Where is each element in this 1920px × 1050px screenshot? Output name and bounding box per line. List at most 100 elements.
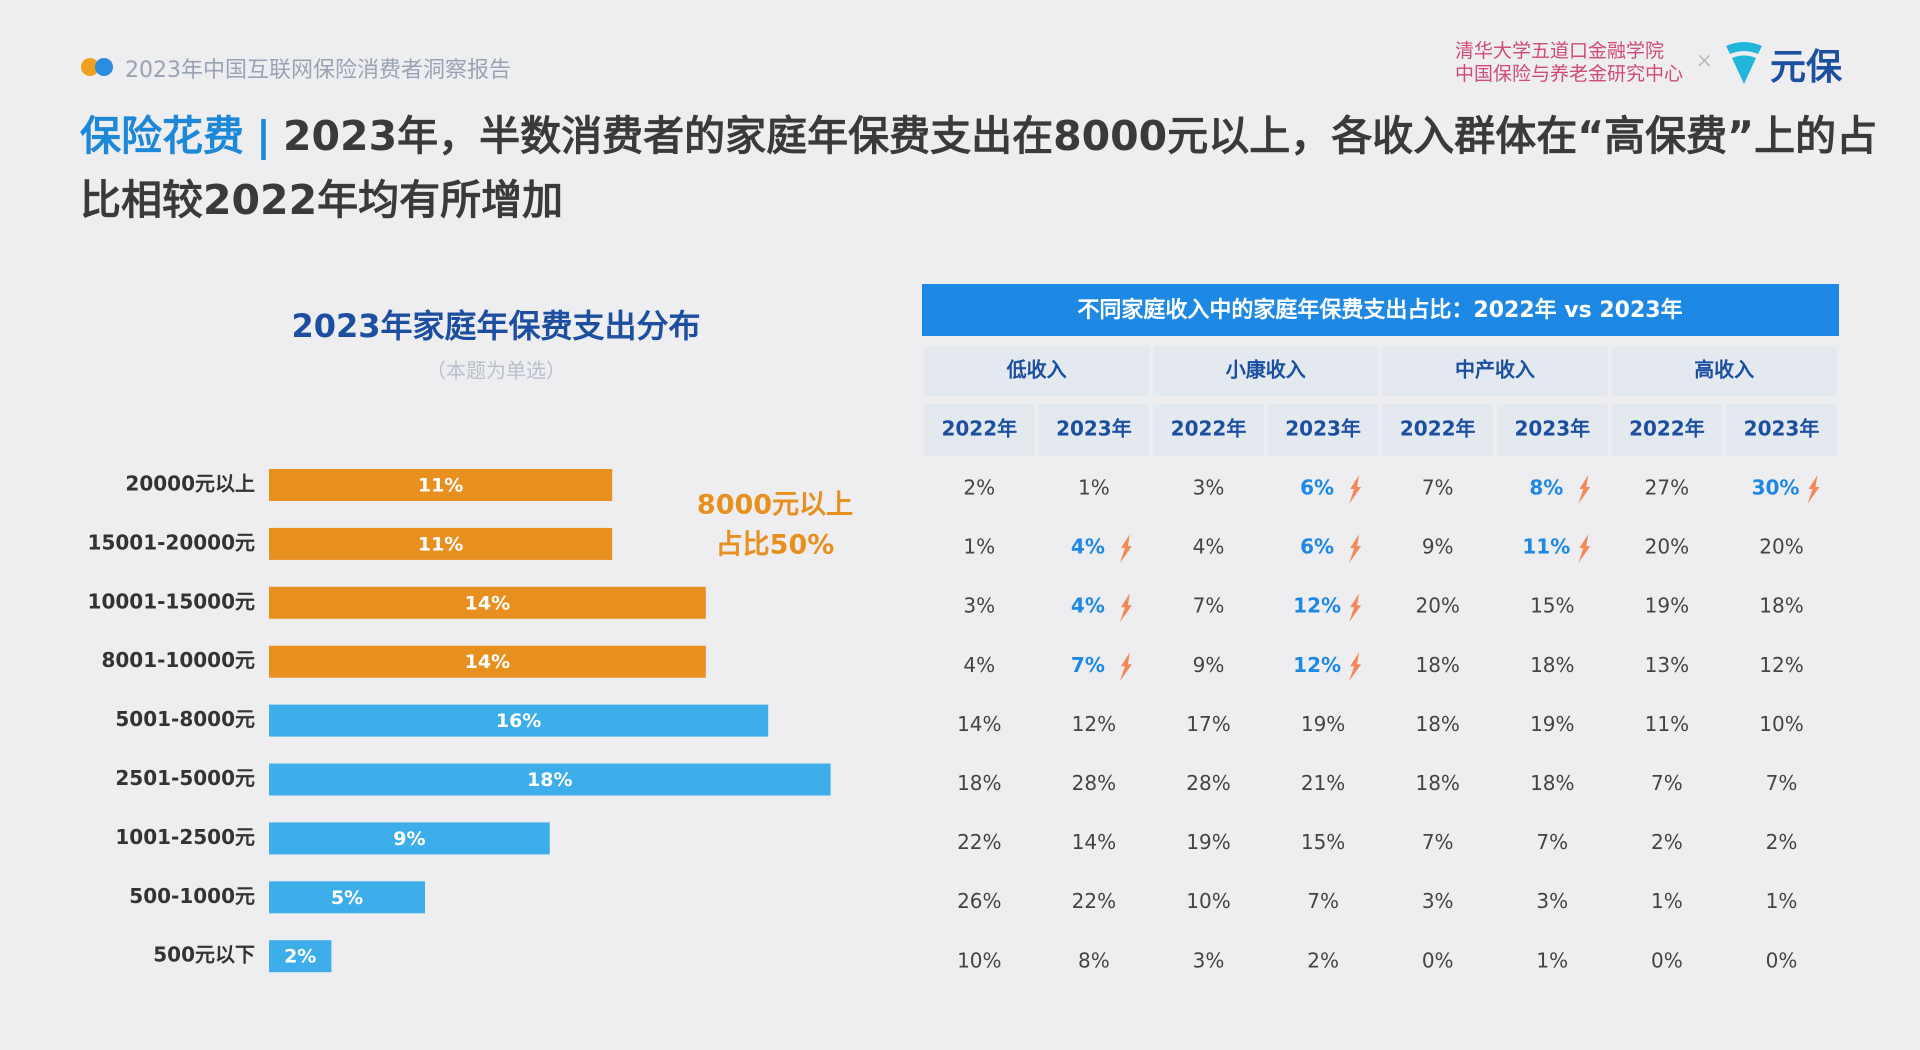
table-cell: 17% <box>1186 712 1230 736</box>
bar <box>269 822 550 855</box>
table-cell: 19% <box>1530 712 1574 736</box>
table-cell: 2% <box>963 476 995 500</box>
table-cell: 14% <box>957 712 1001 736</box>
annotation: 8000元以上 <box>697 490 853 521</box>
category-label: 8001-10000元 <box>101 648 255 672</box>
brand: 元保 <box>1770 47 1843 88</box>
category-label: 5001-8000元 <box>115 707 255 731</box>
table-cell: 4% <box>1071 594 1105 618</box>
table-cell: 7% <box>1651 771 1683 795</box>
table-cell: 30% <box>1752 476 1800 500</box>
bar <box>269 704 769 737</box>
value-label: 5% <box>331 887 363 909</box>
table-title: 不同家庭收入中的家庭年保费支出占比：2022年 vs 2023年 <box>1077 297 1682 323</box>
partner: 清华大学五道口金融学院 中国保险与养老金研究中心 <box>1455 40 1683 86</box>
value-label: 2% <box>284 946 316 968</box>
group-cell <box>924 346 1150 396</box>
table-cell: 20% <box>1645 535 1689 559</box>
up-arrow <box>1807 475 1820 504</box>
category-label: 1001-2500元 <box>115 825 255 849</box>
year-label: 2023年 <box>1514 417 1590 441</box>
up-arrow <box>1119 593 1132 623</box>
table-header <box>922 284 1839 336</box>
up-arrow <box>1119 534 1132 564</box>
table-cell: 15% <box>1530 594 1574 618</box>
category-label: 10001-15000元 <box>88 589 255 613</box>
table-cell: 3% <box>1193 948 1225 972</box>
brand-logo <box>1726 42 1762 84</box>
table-cell: 9% <box>1422 535 1454 559</box>
year-label: 2023年 <box>1056 417 1132 441</box>
table-cell: 8% <box>1078 948 1110 972</box>
up-arrow <box>1349 652 1362 682</box>
table-cell: 7% <box>1422 476 1454 500</box>
table-cell: 1% <box>963 535 995 559</box>
table-cell: 12% <box>1293 594 1341 618</box>
page-title: 保险花费 | 2023年，半数消费者的家庭年保费支出在8000元以上，各收入群体在“… <box>80 104 1890 232</box>
table-cell: 7% <box>1422 830 1454 854</box>
table-cell: 20% <box>1415 594 1459 618</box>
table-cell: 8% <box>1529 476 1563 500</box>
table-cell: 7% <box>1193 594 1225 618</box>
value-label: 9% <box>393 828 425 850</box>
table-cell: 27% <box>1645 476 1689 500</box>
group-label: 中产收入 <box>1455 358 1535 382</box>
title-separator: | <box>256 112 271 160</box>
group-cell <box>1611 346 1837 396</box>
table-cell: 22% <box>957 830 1001 854</box>
table-cell: 2% <box>1307 948 1339 972</box>
table-cell: 22% <box>1072 889 1116 913</box>
report-name: 2023年中国互联网保险消费者洞察报告 <box>125 58 511 83</box>
title-highlight: 保险花费 <box>80 112 244 160</box>
table-cell: 14% <box>1072 830 1116 854</box>
year-cell <box>1153 404 1264 456</box>
title-text: 2023年，半数消费者的家庭年保费支出在8000元以上，各收入群体在“高保费”上… <box>80 112 1878 224</box>
table-cell: 19% <box>1645 594 1689 618</box>
year-cell <box>1611 404 1723 456</box>
up-arrow <box>1578 534 1591 564</box>
table-cell: 12% <box>1072 712 1116 736</box>
group-cell <box>1153 346 1379 396</box>
year-label: 2022年 <box>1171 417 1247 441</box>
table-cell: 0% <box>1766 948 1798 972</box>
table-cell: 18% <box>1759 594 1803 618</box>
value-label: 14% <box>465 651 510 673</box>
table-cell: 28% <box>1072 771 1116 795</box>
table-cell: 4% <box>963 653 995 677</box>
category-label: 2501-5000元 <box>115 766 255 790</box>
year-cell <box>1726 404 1837 456</box>
table-cell: 19% <box>1301 712 1345 736</box>
year-label: 2022年 <box>941 417 1017 441</box>
bar <box>269 940 332 973</box>
value-label: 16% <box>496 710 541 732</box>
table-cell: 4% <box>1071 535 1105 559</box>
value-label: 18% <box>527 769 572 791</box>
table-cell: 20% <box>1759 535 1803 559</box>
table-cell: 15% <box>1301 830 1345 854</box>
table-cell: 1% <box>1766 889 1798 913</box>
bar <box>269 527 613 560</box>
up-arrow <box>1349 475 1362 504</box>
table-cell: 1% <box>1536 948 1568 972</box>
year-label: 2022年 <box>1629 417 1705 441</box>
up-arrow <box>1349 593 1362 623</box>
table-cell: 9% <box>1193 653 1225 677</box>
table-cell: 7% <box>1766 771 1798 795</box>
table-cell: 4% <box>1193 535 1225 559</box>
table-cell: 7% <box>1071 653 1105 677</box>
table-cell: 18% <box>1530 771 1574 795</box>
table-cell: 3% <box>963 594 995 618</box>
bar <box>269 469 613 501</box>
table-cell: 6% <box>1300 476 1334 500</box>
bar <box>269 763 831 796</box>
value-label: 11% <box>418 475 463 497</box>
partner-line: 中国保险与养老金研究中心 <box>1455 63 1684 85</box>
year-cell <box>1382 404 1493 456</box>
year-cell <box>1267 404 1379 456</box>
table-cell: 3% <box>1193 476 1225 500</box>
table-cell: 7% <box>1536 830 1568 854</box>
category-label: 500-1000元 <box>129 884 255 908</box>
table-cell: 11% <box>1645 712 1689 736</box>
table-cell: 1% <box>1078 476 1110 500</box>
